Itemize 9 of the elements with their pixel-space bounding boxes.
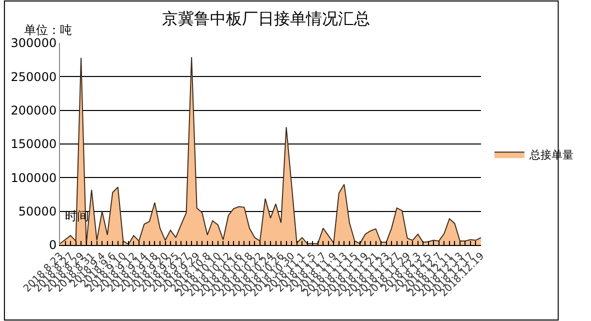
y-tick-label: 0 (48, 238, 57, 252)
y-tick-label: 200000 (10, 104, 57, 118)
y-tick-label: 100000 (10, 170, 57, 185)
chart-title: 京冀鲁中板厂日接单情况汇总 (162, 9, 370, 28)
y-tick-label: 50000 (18, 204, 57, 219)
y-axis-title: 单位：吨 (24, 23, 72, 37)
y-tick-label: 300000 (10, 36, 57, 50)
y-tick-label: 250000 (10, 70, 57, 84)
y-tick-label: 150000 (10, 137, 57, 152)
